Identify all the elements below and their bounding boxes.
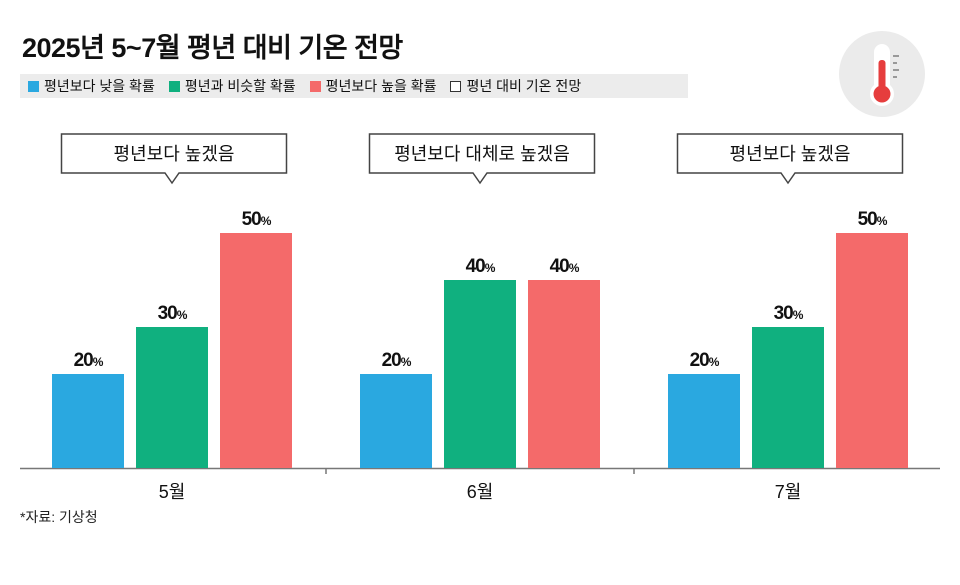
outlook-label: 평년보다 높겠음 bbox=[114, 144, 235, 164]
legend-label-low: 평년보다 낮을 확률 bbox=[44, 78, 155, 94]
legend-item-similar: 평년과 비슷할 확률 bbox=[168, 76, 296, 96]
data-label: 30% bbox=[774, 303, 804, 324]
data-label: 40% bbox=[550, 256, 580, 277]
legend-swatch-similar bbox=[168, 80, 180, 92]
bar-7m-s0 bbox=[668, 374, 740, 468]
data-label: 50% bbox=[242, 209, 272, 230]
data-label: 40% bbox=[466, 256, 496, 277]
outlook-label: 평년보다 대체로 높겠음 bbox=[394, 144, 570, 164]
data-label: 30% bbox=[158, 303, 188, 324]
data-label: 20% bbox=[382, 350, 412, 371]
bar-5m-s0 bbox=[52, 374, 124, 468]
thermometer-icon bbox=[839, 31, 925, 117]
bar-5m-s2 bbox=[220, 233, 292, 468]
legend-label-high: 평년보다 높을 확률 bbox=[325, 78, 437, 94]
bar-5m-s1 bbox=[136, 327, 208, 468]
outlook-label: 평년보다 높겠음 bbox=[730, 144, 851, 164]
legend-item-low: 평년보다 낮을 확률 bbox=[28, 76, 155, 96]
bar-6m-s1 bbox=[444, 280, 516, 468]
source-note: *자료: 기상청 bbox=[20, 509, 98, 525]
legend-label-similar: 평년과 비슷할 확률 bbox=[184, 78, 296, 94]
bar-6m-s2 bbox=[528, 280, 600, 468]
outlook-callout bbox=[60, 133, 288, 185]
x-tick-label: 7월 bbox=[775, 482, 802, 502]
data-label: 20% bbox=[690, 350, 720, 371]
bar-6m-s0 bbox=[360, 374, 432, 468]
chart-title: 2025년 5~7월 평년 대비 기온 전망 bbox=[22, 33, 403, 63]
x-tick-label: 5월 bbox=[159, 482, 186, 502]
legend-item-outlook: 평년 대비 기온 전망 bbox=[450, 76, 581, 96]
legend-swatch-outlook bbox=[450, 80, 462, 92]
legend-item-high: 평년보다 높을 확률 bbox=[309, 76, 437, 96]
legend: 평년보다 낮을 확률 평년과 비슷할 확률 평년보다 높을 확률 평년 대비 기… bbox=[20, 74, 688, 98]
legend-swatch-high bbox=[309, 80, 321, 92]
outlook-callout bbox=[368, 133, 596, 185]
bar-7m-s1 bbox=[752, 327, 824, 468]
legend-label-outlook: 평년 대비 기온 전망 bbox=[466, 78, 582, 94]
outlook-callout bbox=[676, 133, 904, 185]
legend-swatch-low bbox=[28, 80, 39, 92]
data-label: 20% bbox=[74, 350, 104, 371]
bar-7m-s2 bbox=[836, 233, 908, 468]
data-label: 50% bbox=[858, 209, 888, 230]
x-tick-label: 6월 bbox=[467, 482, 494, 502]
